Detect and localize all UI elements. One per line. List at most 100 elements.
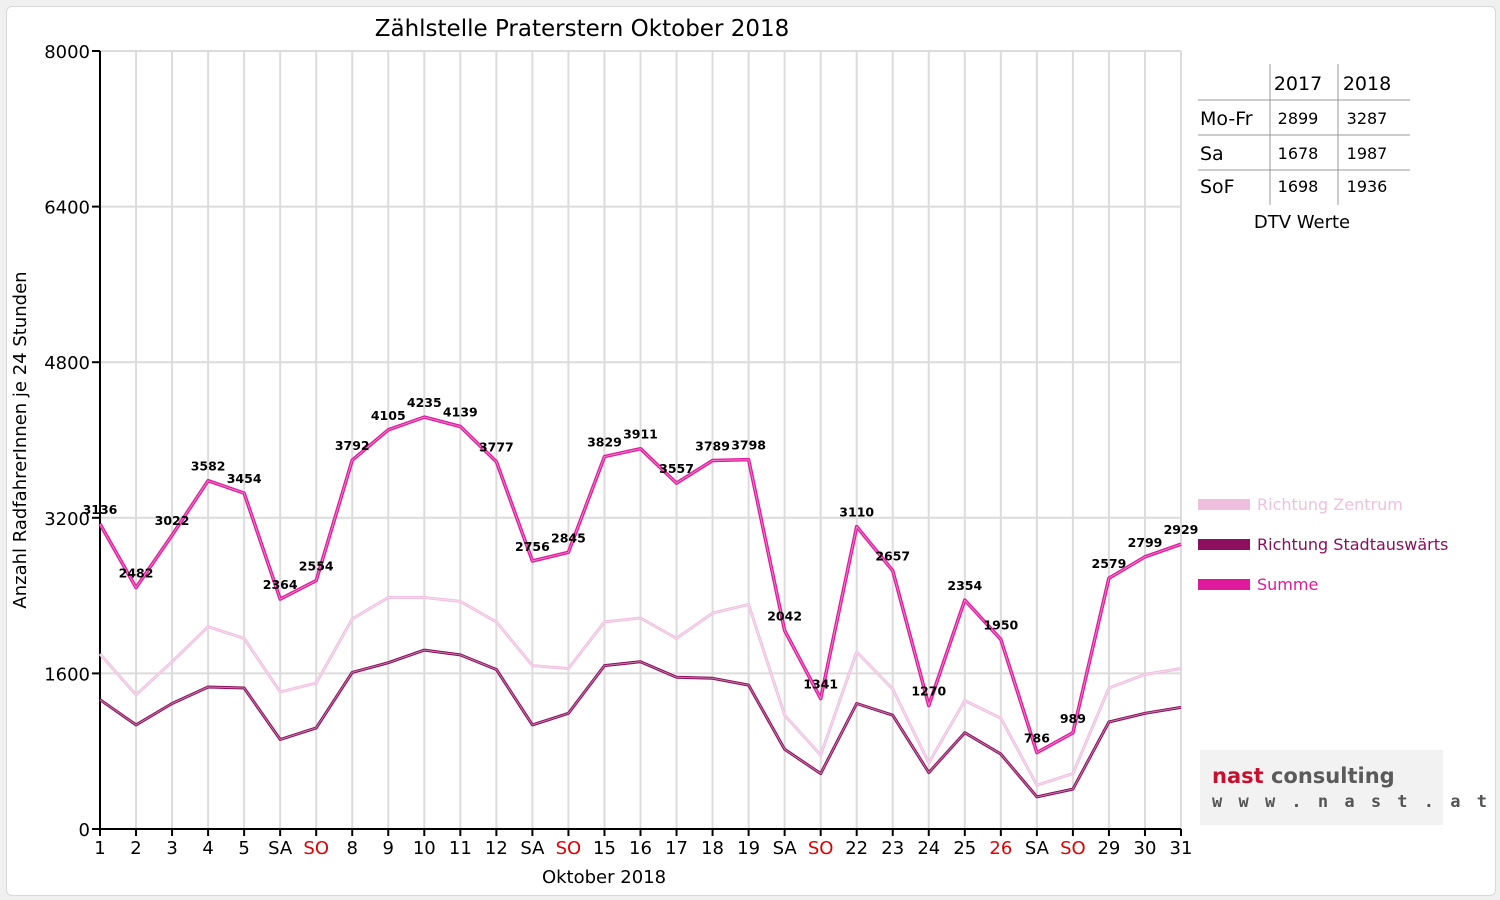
- chart-title: Zählstelle Praterstern Oktober 2018: [375, 16, 790, 42]
- data-label: 1341: [803, 677, 838, 692]
- data-label: 3829: [587, 435, 622, 450]
- data-label: 2364: [263, 577, 298, 592]
- dtv-header-2017: 2017: [1274, 73, 1322, 95]
- x-tick-label: 3: [166, 838, 177, 859]
- y-tick-label: 0: [79, 820, 90, 841]
- x-tick-label: 4: [202, 838, 213, 859]
- data-label: 1950: [983, 617, 1018, 632]
- data-label: 4235: [407, 395, 442, 410]
- x-tick-label: 22: [845, 838, 868, 859]
- x-tick-label: 31: [1170, 838, 1193, 859]
- x-tick-label: SO: [556, 838, 582, 859]
- series-line-highlight-2: [99, 416, 1182, 754]
- logo-url: w w w . n a s t . a t: [1212, 792, 1490, 812]
- data-label: 3789: [695, 439, 730, 454]
- data-label: 3454: [227, 471, 262, 486]
- x-tick-label: 5: [238, 838, 249, 859]
- data-label: 1270: [911, 683, 946, 698]
- data-label: 2657: [875, 549, 910, 564]
- data-label: 989: [1060, 711, 1086, 726]
- x-tick-label: 11: [449, 838, 472, 859]
- dtv-caption: DTV Werte: [1254, 212, 1350, 233]
- legend-label-zentrum: Richtung Zentrum: [1257, 495, 1403, 514]
- x-tick-label: 16: [629, 838, 652, 859]
- data-label: 4139: [443, 404, 478, 419]
- x-tick-label: 24: [917, 838, 940, 859]
- x-tick-label: 8: [347, 838, 358, 859]
- series-line-highlight-0: [99, 597, 1182, 786]
- x-tick-label: 26: [989, 838, 1012, 859]
- x-tick-label: 10: [413, 838, 436, 859]
- data-label: 3798: [731, 438, 766, 453]
- data-label: 2042: [767, 608, 802, 623]
- data-label: 3136: [83, 502, 118, 517]
- x-tick-label: 30: [1134, 838, 1157, 859]
- legend-swatch-zentrum: [1198, 499, 1250, 510]
- dtv-cell: 1678: [1278, 144, 1319, 163]
- legend-label-stadtauswaerts: Richtung Stadtauswärts: [1257, 535, 1448, 554]
- data-label: 786: [1024, 731, 1050, 746]
- x-tick-label: 23: [881, 838, 904, 859]
- x-tick-label: SO: [1060, 838, 1086, 859]
- legend-label-summe: Summe: [1257, 575, 1318, 594]
- x-tick-label: SO: [808, 838, 834, 859]
- logo-nast: nast: [1212, 764, 1264, 788]
- y-tick-label: 3200: [44, 509, 90, 530]
- y-tick-label: 6400: [44, 198, 90, 219]
- data-label: 3792: [335, 438, 370, 453]
- grid: [100, 50, 1182, 829]
- chart-frame: [6, 6, 1496, 896]
- data-label: 3777: [479, 440, 514, 455]
- data-label: 3557: [659, 461, 694, 476]
- x-axis-title: Oktober 2018: [542, 867, 666, 888]
- x-tick-label: SA: [1025, 838, 1050, 859]
- x-tick-label: SA: [520, 838, 545, 859]
- y-tick-label: 1600: [44, 664, 90, 685]
- data-label: 3110: [839, 505, 874, 520]
- x-tick-label: 1: [94, 838, 105, 859]
- x-tick-label: 12: [485, 838, 508, 859]
- dtv-row-label: SoF: [1200, 176, 1235, 198]
- legend-swatch-stadtauswaerts: [1198, 539, 1250, 550]
- dtv-cell: 1698: [1278, 177, 1319, 196]
- legend-swatch-summe: [1198, 579, 1250, 590]
- data-label: 3582: [191, 459, 226, 474]
- y-axis-title: Anzahl RadfahrerInnen je 24 Stunden: [10, 271, 31, 608]
- data-label: 2845: [551, 530, 586, 545]
- x-tick-label: 9: [383, 838, 394, 859]
- dtv-cell: 2899: [1278, 109, 1319, 128]
- data-label: 2799: [1128, 535, 1163, 550]
- dtv-cell: 1936: [1347, 177, 1388, 196]
- series-lines: [98, 415, 1182, 799]
- series-line-1: [99, 648, 1182, 799]
- dtv-row-label: Sa: [1200, 143, 1224, 165]
- x-tick-label: 18: [701, 838, 724, 859]
- dtv-row-label: Mo-Fr: [1200, 108, 1253, 130]
- x-tick-label: 29: [1097, 838, 1120, 859]
- data-label: 2482: [119, 566, 154, 581]
- y-tick-label: 8000: [44, 42, 90, 63]
- series-line-0: [98, 596, 1182, 787]
- x-tick-label: SO: [303, 838, 329, 859]
- x-tick-label: SA: [268, 838, 293, 859]
- data-label: 2756: [515, 539, 550, 554]
- x-tick-label: 2: [130, 838, 141, 859]
- x-tick-label: SA: [773, 838, 798, 859]
- dtv-cell: 3287: [1347, 109, 1388, 128]
- series-line-2: [98, 415, 1182, 755]
- company-logo: nast consulting w w w . n a s t . a t: [1200, 750, 1487, 825]
- dtv-header-2018: 2018: [1343, 73, 1391, 95]
- logo-consulting: consulting: [1263, 764, 1395, 788]
- data-label: 2929: [1164, 522, 1199, 537]
- x-tick-label: 19: [737, 838, 760, 859]
- data-label: 2354: [947, 578, 982, 593]
- data-label: 2554: [299, 559, 334, 574]
- data-label: 3911: [623, 427, 658, 442]
- y-tick-label: 4800: [44, 353, 90, 374]
- series-line-highlight-1: [99, 649, 1182, 798]
- data-label: 3022: [155, 513, 190, 528]
- dtv-table: 2017 2018 Mo-Fr 2899 3287 Sa 1678 1987 S…: [1198, 64, 1410, 233]
